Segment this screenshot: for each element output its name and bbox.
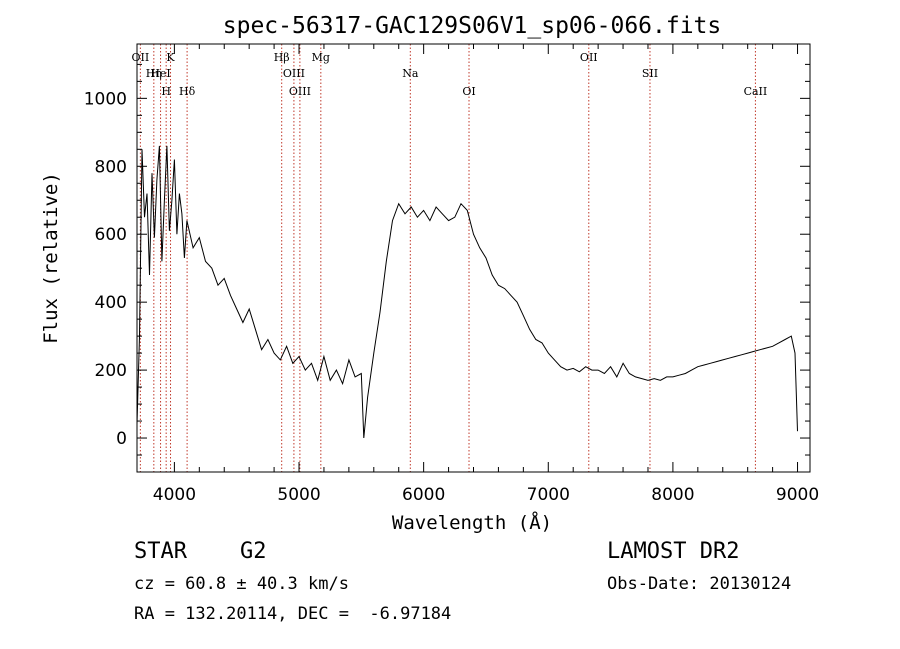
x-tick-label: 7000 xyxy=(527,485,570,505)
coordinates: RA = 132.20114, DEC = -6.97184 xyxy=(134,604,452,624)
line-label-13: SII xyxy=(642,67,658,80)
emission-line-markers xyxy=(139,44,756,472)
y-tick-label: 800 xyxy=(95,157,127,177)
line-label-7: OIII xyxy=(283,67,305,80)
x-tick-label: 9000 xyxy=(776,485,819,505)
line-label-12: OII xyxy=(580,51,598,64)
x-tick-label: 5000 xyxy=(277,485,320,505)
line-label-3: K xyxy=(166,51,175,64)
line-label-1: Hη xyxy=(146,67,162,80)
line-label-2: H xyxy=(161,85,171,98)
line-label-5: Hδ xyxy=(179,85,196,98)
chart-title: spec-56317-GAC129S06V1_sp06-066.fits xyxy=(223,13,722,39)
emission-line-labels: OII Hη H K HeI Hδ Hβ OIII OIII Mg Na OI OII SII CaII xyxy=(132,51,768,98)
plot-frame xyxy=(136,43,811,473)
line-label-10: Na xyxy=(402,67,419,80)
y-tick-label: 600 xyxy=(95,225,127,245)
line-label-9: Mg xyxy=(312,51,330,64)
spectrum-line xyxy=(136,145,798,439)
y-tick-label: 0 xyxy=(116,429,127,449)
y-tick-label: 200 xyxy=(95,361,127,381)
y-tick-label: 400 xyxy=(95,293,127,313)
y-axis-label: Flux (relative) xyxy=(40,172,62,344)
observation-date: Obs-Date: 20130124 xyxy=(607,574,792,594)
line-label-0: OII xyxy=(132,51,150,64)
x-tick-label: 6000 xyxy=(402,485,445,505)
y-axis-ticks: 0 200 400 600 800 1000 xyxy=(84,63,810,473)
survey-name: LAMOST DR2 xyxy=(607,539,740,564)
line-label-14: CaII xyxy=(744,85,768,98)
line-label-6: Hβ xyxy=(274,51,290,64)
y-tick-label: 1000 xyxy=(84,89,127,109)
object-class: STAR G2 xyxy=(134,539,267,564)
x-axis-label: Wavelength (Å) xyxy=(392,511,552,534)
line-label-4: HeI xyxy=(150,67,170,80)
x-axis-ticks: 4000 5000 6000 7000 8000 9000 xyxy=(153,44,819,505)
redshift-velocity: cz = 60.8 ± 40.3 km/s xyxy=(134,574,349,594)
x-tick-label: 8000 xyxy=(651,485,694,505)
line-label-8: OIII xyxy=(289,85,311,98)
x-tick-label: 4000 xyxy=(153,485,196,505)
line-label-11: OI xyxy=(462,85,475,98)
